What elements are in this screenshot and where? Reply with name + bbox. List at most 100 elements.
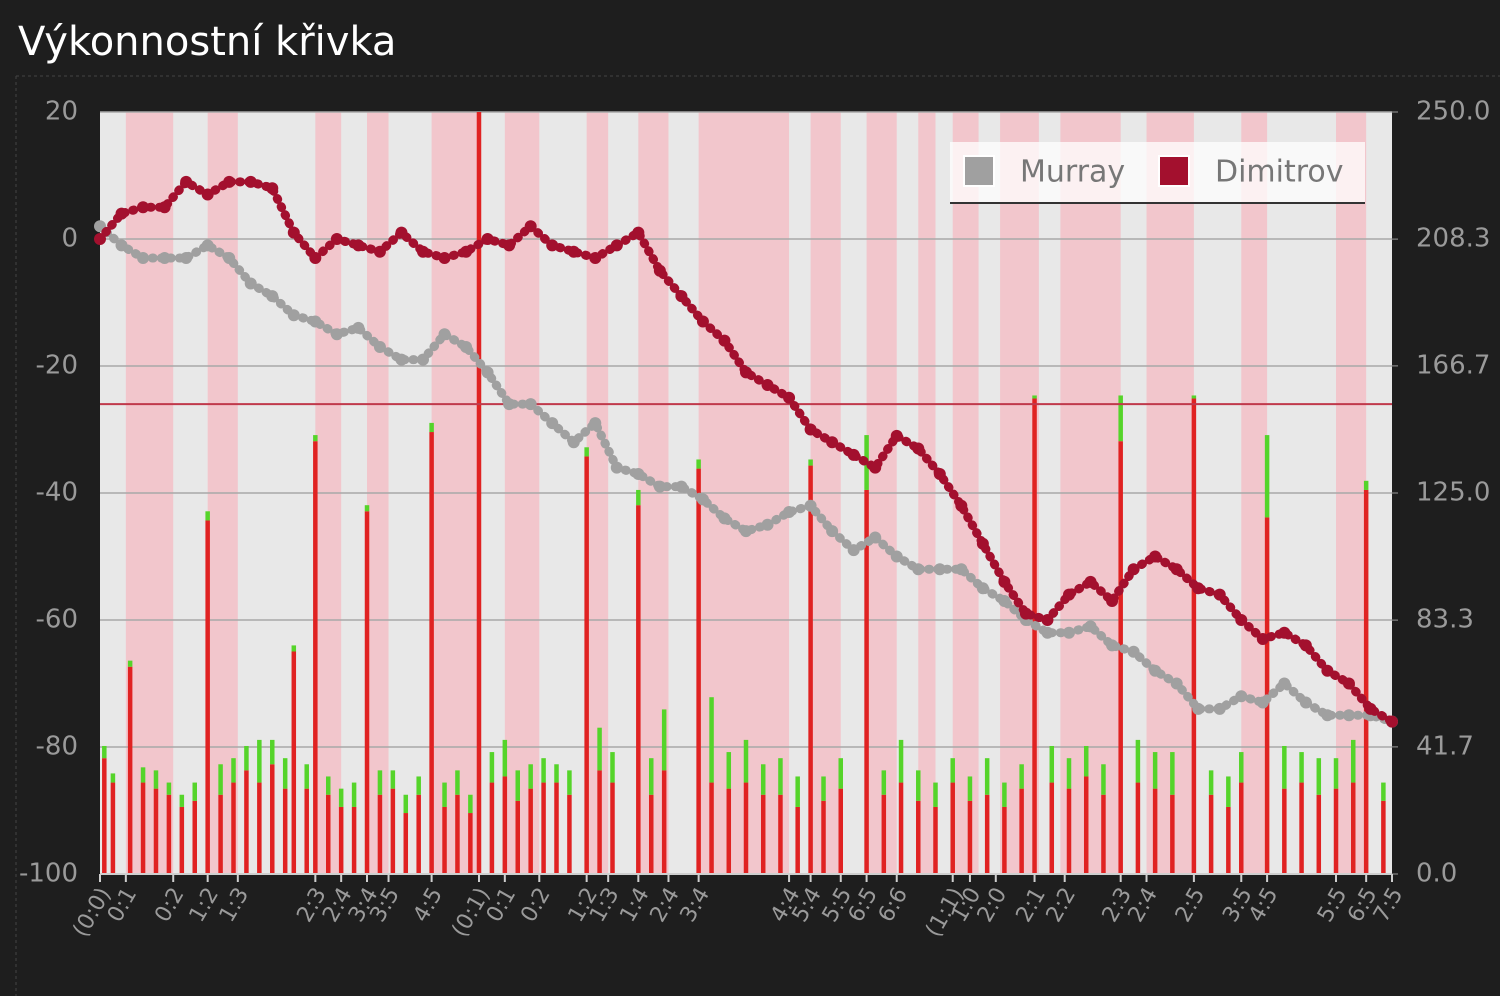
series-point bbox=[804, 499, 817, 512]
bar-segment bbox=[364, 511, 370, 874]
bar-segment bbox=[304, 788, 309, 874]
series-point bbox=[524, 398, 537, 411]
y-tick-label: -40 bbox=[36, 478, 78, 508]
series-point bbox=[1170, 677, 1183, 690]
bar-segment bbox=[610, 782, 615, 874]
bar-segment bbox=[1066, 758, 1072, 789]
bar-segment bbox=[364, 505, 370, 512]
bar-segment bbox=[1083, 776, 1089, 874]
bar-segment bbox=[881, 770, 887, 795]
bar-segment bbox=[1066, 788, 1072, 874]
bar-segment bbox=[898, 739, 904, 783]
bar-segment bbox=[1191, 398, 1197, 874]
series-point bbox=[1084, 575, 1097, 588]
bar-segment bbox=[838, 758, 843, 789]
series-point bbox=[1192, 582, 1205, 595]
series-point bbox=[653, 264, 666, 277]
bar-segment bbox=[179, 794, 185, 807]
series-point bbox=[546, 417, 559, 430]
bar-segment bbox=[967, 800, 973, 874]
series-point bbox=[1063, 626, 1075, 639]
bar-segment bbox=[1170, 794, 1175, 874]
bar-segment bbox=[898, 782, 904, 874]
bar-segment bbox=[1101, 764, 1106, 795]
series-point bbox=[309, 315, 322, 328]
series-point bbox=[912, 442, 925, 455]
series-point bbox=[503, 239, 516, 252]
series-point bbox=[180, 175, 193, 188]
series-point bbox=[1106, 639, 1119, 652]
bar-segment bbox=[110, 782, 116, 874]
series-point bbox=[524, 220, 537, 233]
bar-segment bbox=[1363, 480, 1369, 490]
bar-segment bbox=[110, 773, 116, 783]
bar-segment bbox=[950, 782, 955, 874]
series-point bbox=[94, 233, 106, 245]
series-point bbox=[352, 321, 365, 334]
bar-segment bbox=[1019, 788, 1024, 874]
bar-segment bbox=[778, 758, 783, 795]
bar-segment bbox=[795, 806, 800, 874]
series-point bbox=[783, 391, 796, 404]
bar-segment bbox=[282, 758, 288, 789]
bar-segment bbox=[416, 776, 421, 795]
series-point bbox=[438, 252, 451, 265]
bar-segment bbox=[696, 468, 701, 874]
bar-segment bbox=[1282, 745, 1287, 789]
bar-segment bbox=[377, 794, 383, 874]
bar-segment bbox=[864, 489, 869, 874]
bar-segment bbox=[554, 782, 559, 874]
bar-segment bbox=[726, 752, 732, 789]
series-point bbox=[1256, 633, 1269, 646]
series-point bbox=[158, 201, 171, 214]
series-point bbox=[115, 239, 128, 252]
series-point bbox=[1278, 626, 1291, 639]
bar-segment bbox=[489, 782, 495, 874]
bar-segment bbox=[1135, 739, 1141, 783]
bar-segment bbox=[1049, 782, 1055, 874]
y-tick-label: -100 bbox=[19, 859, 78, 889]
series-point bbox=[567, 245, 580, 258]
y2-tick-label: 83.3 bbox=[1416, 605, 1474, 635]
bar-segment bbox=[326, 794, 331, 874]
series-point bbox=[610, 239, 623, 252]
series-point bbox=[503, 398, 516, 411]
bar-segment bbox=[442, 782, 447, 807]
bar-segment bbox=[984, 794, 990, 874]
bar-segment bbox=[515, 770, 520, 801]
series-point bbox=[180, 252, 193, 265]
y2-tick-label: 0.0 bbox=[1416, 859, 1457, 889]
series-point bbox=[826, 525, 839, 538]
series-point bbox=[675, 290, 688, 303]
series-point bbox=[352, 239, 365, 252]
series-point bbox=[933, 563, 946, 576]
bar-segment bbox=[442, 806, 447, 874]
bar-segment bbox=[1208, 770, 1214, 795]
bar-segment bbox=[1333, 758, 1339, 789]
bar-segment bbox=[696, 459, 701, 469]
series-point bbox=[912, 563, 925, 576]
series-point bbox=[223, 252, 236, 265]
bar-segment bbox=[291, 645, 297, 652]
bar-segment bbox=[541, 782, 546, 874]
bar-segment bbox=[390, 788, 396, 874]
bar-segment bbox=[468, 813, 473, 874]
bar-segment bbox=[760, 794, 766, 874]
bar-segment bbox=[166, 782, 172, 795]
bar-segment bbox=[610, 752, 615, 783]
series-point bbox=[460, 340, 473, 353]
series-point bbox=[1299, 639, 1312, 652]
series-point bbox=[632, 226, 645, 239]
series-point bbox=[266, 182, 279, 195]
bar-segment bbox=[554, 764, 559, 783]
bar-segment bbox=[950, 758, 955, 783]
series-point bbox=[696, 493, 709, 506]
series-point bbox=[610, 461, 623, 474]
bar-segment bbox=[205, 511, 210, 521]
series-point bbox=[567, 436, 580, 449]
bar-segment bbox=[179, 806, 185, 874]
legend-box bbox=[950, 142, 1365, 202]
series-point bbox=[696, 315, 709, 328]
series-point bbox=[137, 201, 150, 214]
